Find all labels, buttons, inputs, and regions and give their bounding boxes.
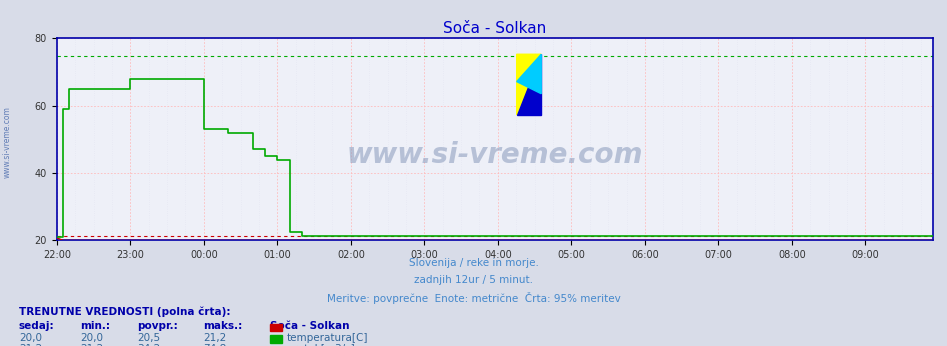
Polygon shape (517, 54, 542, 115)
Text: Slovenija / reke in morje.: Slovenija / reke in morje. (408, 258, 539, 268)
Text: 20,0: 20,0 (80, 333, 103, 343)
Text: Soča - Solkan: Soča - Solkan (270, 321, 349, 331)
Text: maks.:: maks.: (204, 321, 242, 331)
Text: Meritve: povprečne  Enote: metrične  Črta: 95% meritev: Meritve: povprečne Enote: metrične Črta:… (327, 292, 620, 304)
Text: 20,0: 20,0 (19, 333, 42, 343)
Text: TRENUTNE VREDNOSTI (polna črta):: TRENUTNE VREDNOSTI (polna črta): (19, 306, 230, 317)
Text: temperatura[C]: temperatura[C] (287, 333, 368, 343)
Text: www.si-vreme.com: www.si-vreme.com (347, 142, 643, 170)
Text: 21,2: 21,2 (204, 333, 227, 343)
Text: 34,2: 34,2 (137, 344, 161, 346)
Text: pretok[m3/s]: pretok[m3/s] (287, 344, 355, 346)
Text: 21,2: 21,2 (80, 344, 104, 346)
Text: 20,5: 20,5 (137, 333, 160, 343)
Text: www.si-vreme.com: www.si-vreme.com (3, 106, 12, 178)
Text: povpr.:: povpr.: (137, 321, 178, 331)
Polygon shape (517, 54, 542, 115)
Polygon shape (517, 54, 542, 94)
Text: min.:: min.: (80, 321, 111, 331)
Text: 74,8: 74,8 (204, 344, 227, 346)
Title: Soča - Solkan: Soča - Solkan (443, 20, 546, 36)
Text: 21,2: 21,2 (19, 344, 43, 346)
Text: sedaj:: sedaj: (19, 321, 55, 331)
Text: zadnjih 12ur / 5 minut.: zadnjih 12ur / 5 minut. (414, 275, 533, 285)
